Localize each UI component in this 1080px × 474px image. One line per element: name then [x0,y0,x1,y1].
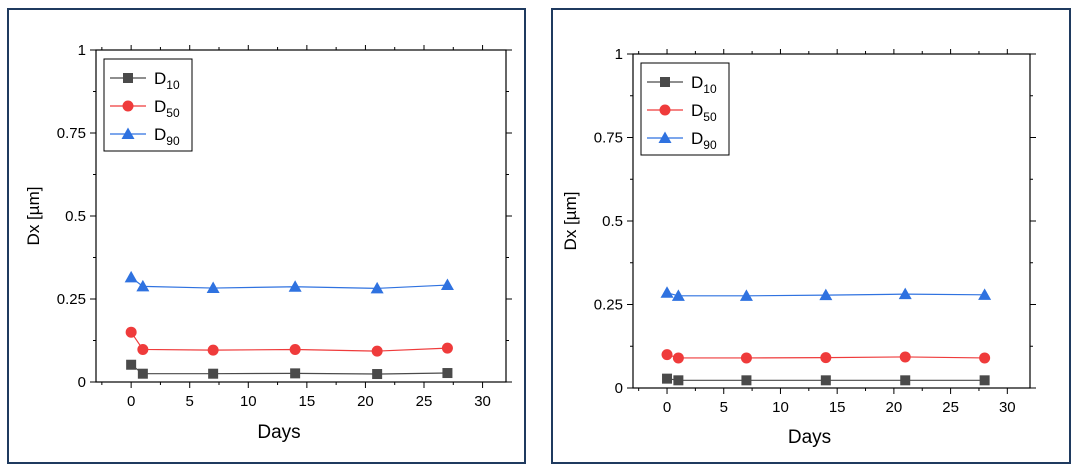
data-point-d90 [978,288,992,300]
series-line-d50 [130,331,448,352]
series-d10 [662,373,990,386]
data-point-d50 [441,342,453,354]
y-tick-label: 0.75 [57,125,86,142]
x-tick-label: 10 [240,393,257,410]
y-axis-label: Dx [µm] [24,187,43,246]
legend-subscript: 50 [703,110,717,124]
data-point-d90 [660,286,674,298]
chart-right: 0 5 10 15 20 25 30 0 0.25 0.5 0.75 1 Days Dx [µm] D10D… [561,46,1036,448]
data-point-d50 [207,344,219,356]
series-d10 [126,359,453,380]
x-tick-label: 30 [999,399,1016,416]
y-tick-label: 0 [615,380,623,397]
data-point-d10 [820,375,831,386]
chart-left: 0 5 10 15 20 25 30 0 0.25 0.5 0.75 1 Days Dx [µm] D10D… [24,42,512,443]
x-tick-label: 0 [127,393,135,410]
x-tick-label: 30 [474,393,491,410]
legend-box [640,62,730,156]
x-tick-label: 20 [357,393,374,410]
data-point-d50 [979,352,991,364]
legend-marker-d90 [658,131,672,143]
series-d90 [124,270,454,294]
series-d90 [660,286,992,301]
data-point-d50 [661,349,673,361]
x-tick-label: 20 [886,399,903,416]
y-tick-label: 0.5 [602,213,623,230]
legend-marker-d50 [122,100,134,112]
y-tick-label: 1 [615,46,623,63]
data-point-d90 [671,289,685,301]
data-point-d50 [740,352,752,364]
x-tick-label: 5 [720,399,728,416]
data-point-d90 [206,281,220,294]
data-point-d50 [672,352,684,364]
chart-panel-right: 0 5 10 15 20 25 30 0 0.25 0.5 0.75 1 Days Dx [µm] D10 D… [551,8,1071,464]
legend-box [103,58,193,152]
y-axis-label: Dx [µm] [561,192,580,251]
data-point-d50 [820,352,832,364]
data-point-d10 [126,359,137,370]
data-point-d90 [440,278,454,291]
x-axis-label: Days [788,427,831,448]
chart-panel-left: 0 5 10 15 20 25 30 0 0.25 0.5 0.75 1 Days Dx [µm] D10 D… [7,8,526,464]
data-point-d50 [289,343,301,355]
data-point-d10 [137,368,148,379]
data-point-d90 [288,280,302,292]
x-tick-label: 25 [942,399,959,416]
legend-subscript: 90 [703,138,717,152]
legend-marker-d90 [121,127,135,139]
y-tick-label: 0.25 [57,291,86,308]
data-point-d50 [125,326,137,338]
data-point-d10 [673,375,684,386]
y-tick-label: 0.25 [594,297,623,314]
data-point-d10 [662,373,673,384]
x-tick-label: 25 [416,393,433,410]
legend-marker-d10 [660,77,670,87]
data-point-d10 [900,375,911,386]
y-tick-label: 0.5 [65,208,86,225]
legend-subscript: 50 [166,106,180,120]
x-tick-label: 15 [299,393,316,410]
legend-subscript: 10 [703,82,717,96]
x-tick-label: 0 [663,399,671,416]
series-line-d10 [130,364,448,375]
data-point-d90 [739,289,753,301]
legend-marker-d10 [123,73,133,83]
data-point-d10 [372,369,383,380]
x-tick-label: 10 [772,399,789,416]
data-point-d10 [290,368,301,379]
data-point-d10 [208,368,219,379]
x-axis-label: Days [257,422,300,443]
x-tick-label: 15 [829,399,846,416]
y-tick-label: 0 [78,374,86,391]
data-point-d10 [741,375,752,386]
data-point-d50 [899,351,911,363]
x-tick-label: 5 [186,393,194,410]
data-point-d10 [979,375,990,386]
data-point-d50 [137,343,149,355]
data-point-d90 [370,281,384,294]
legend-marker-d50 [659,104,671,116]
series-d50 [125,326,453,357]
data-point-d10 [442,368,453,379]
y-tick-label: 0.75 [594,130,623,147]
legend-subscript: 10 [166,78,180,92]
y-tick-label: 1 [78,42,86,59]
series-d50 [661,349,991,364]
data-point-d50 [371,345,383,357]
data-point-d90 [819,288,833,301]
data-point-d90 [136,279,150,292]
legend-subscript: 90 [166,134,180,148]
series-line-d90 [130,276,448,289]
data-point-d90 [124,270,138,283]
data-point-d90 [898,287,912,300]
